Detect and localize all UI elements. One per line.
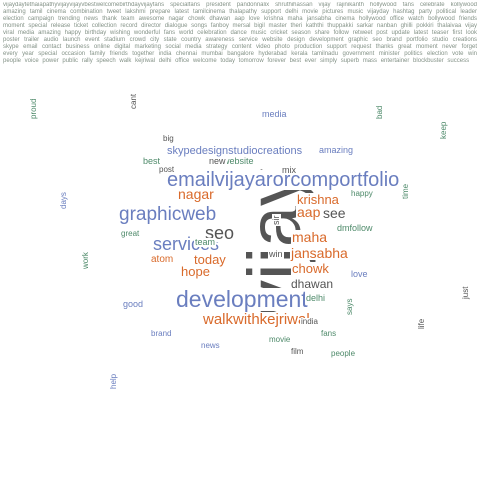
word-days: days — [59, 191, 68, 210]
word-chowk: chowk — [291, 261, 330, 276]
word-love: love — [350, 269, 369, 279]
word-mix: mix — [281, 165, 297, 175]
word-best: best — [142, 156, 162, 166]
word-work: work — [81, 251, 90, 270]
word-team: team — [194, 237, 217, 247]
word-skypedesign: skypedesignstudiocreations — [166, 145, 304, 157]
word-nagar: nagar — [177, 186, 215, 202]
word-emailvijayaror: emailvijayarorcomportfolio — [166, 169, 401, 191]
word-post: post — [158, 165, 176, 174]
word-dmfollow: dmfollow — [336, 223, 374, 233]
word-india: india — [300, 317, 319, 326]
word-just: just — [461, 285, 470, 300]
word-happy: happy — [350, 189, 374, 198]
word-today: today — [193, 252, 227, 267]
word-brand: brand — [150, 329, 173, 338]
word-graphicweb: graphicweb — [118, 204, 218, 225]
word-dhawan: dhawan — [290, 277, 335, 291]
word-news: news — [200, 341, 221, 350]
word-see: see — [322, 205, 347, 221]
word-big: big — [162, 134, 175, 143]
word-walkwithkejriwal: walkwithkejriwal — [202, 311, 311, 328]
word-delhi: delhi — [305, 293, 327, 303]
word-good: good — [122, 299, 145, 309]
word-movie: movie — [268, 335, 292, 344]
word-time: time — [401, 182, 410, 200]
word-proud: proud — [29, 97, 38, 120]
word-maha: maha — [291, 229, 329, 245]
word-aap: aap — [296, 204, 322, 220]
word-website: website — [222, 156, 255, 166]
word-help: help — [109, 372, 118, 390]
word-hope: hope — [180, 264, 211, 279]
word-development: development — [175, 286, 309, 312]
word-krishna: krishna — [296, 192, 340, 207]
word-sir: sir — [271, 214, 281, 226]
word-film: film — [290, 347, 305, 356]
word-win: win — [268, 249, 284, 259]
word-bad: bad — [375, 104, 384, 120]
word-cant: cant — [129, 92, 138, 110]
word-seo: seo — [204, 223, 236, 243]
word-atom: atom — [150, 254, 175, 265]
word-great: great — [120, 229, 141, 238]
word-people: people — [330, 349, 357, 358]
word-fans: fans — [320, 329, 338, 338]
word-amazing: amazing — [318, 145, 355, 155]
word-says: says — [345, 297, 354, 316]
word-keep: keep — [439, 120, 448, 140]
word-life: life — [417, 317, 426, 330]
word-jansabha: jansabha — [290, 245, 349, 261]
word-media: media — [261, 109, 288, 119]
word-new: new — [208, 156, 227, 166]
